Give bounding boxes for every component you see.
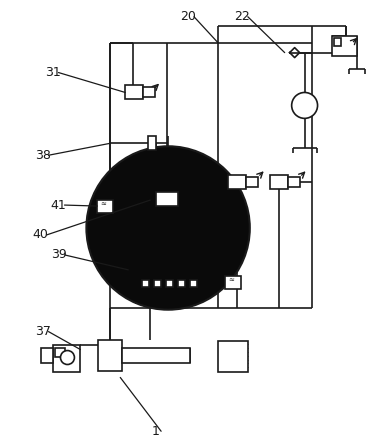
Circle shape bbox=[87, 146, 250, 310]
Bar bbox=[228, 175, 246, 189]
Text: 1: 1 bbox=[151, 425, 159, 438]
Bar bbox=[142, 280, 149, 287]
Circle shape bbox=[60, 350, 74, 364]
Bar bbox=[166, 280, 173, 287]
Bar bbox=[125, 85, 143, 99]
Bar bbox=[53, 345, 80, 372]
Bar bbox=[41, 348, 53, 363]
Bar bbox=[98, 200, 113, 213]
Bar bbox=[288, 177, 300, 187]
Text: 31: 31 bbox=[44, 66, 60, 79]
Bar bbox=[218, 341, 248, 372]
Bar bbox=[332, 36, 357, 55]
Bar bbox=[225, 276, 241, 289]
Bar bbox=[178, 280, 185, 287]
Text: ≈: ≈ bbox=[228, 277, 234, 283]
Text: 39: 39 bbox=[51, 249, 66, 261]
Bar bbox=[333, 38, 342, 46]
Bar bbox=[143, 88, 155, 97]
Circle shape bbox=[292, 93, 317, 118]
Text: 22: 22 bbox=[234, 10, 250, 23]
Bar bbox=[122, 348, 190, 363]
Text: 38: 38 bbox=[35, 149, 50, 162]
Text: 41: 41 bbox=[51, 198, 66, 211]
Bar bbox=[98, 340, 122, 371]
Text: ≈: ≈ bbox=[100, 201, 106, 207]
Bar bbox=[154, 280, 161, 287]
Bar bbox=[246, 177, 258, 187]
Bar bbox=[148, 136, 156, 150]
Text: 20: 20 bbox=[180, 10, 196, 23]
Bar bbox=[190, 280, 197, 287]
Bar bbox=[270, 175, 288, 189]
Bar bbox=[156, 192, 178, 206]
Bar bbox=[55, 348, 66, 357]
Text: 40: 40 bbox=[33, 228, 48, 241]
Text: 37: 37 bbox=[35, 325, 50, 338]
